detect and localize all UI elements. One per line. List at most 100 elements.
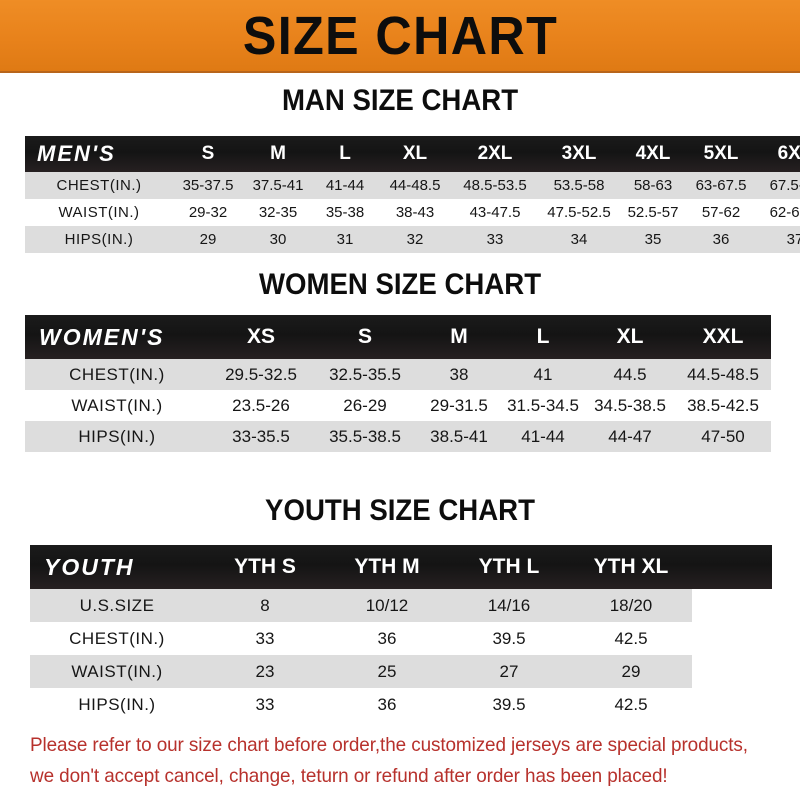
table-row: WAIST(IN.) 23.5-26 26-29 29-31.5 31.5-34… xyxy=(25,390,771,421)
youth-row-label: HIPS(IN.) xyxy=(30,688,204,721)
men-cell: 63-67.5 xyxy=(685,172,757,199)
youth-col-header: YTH S xyxy=(234,555,296,578)
men-cell: 29-32 xyxy=(173,199,243,226)
women-cell: 44.5 xyxy=(585,359,675,390)
women-row-label: WAIST(IN.) xyxy=(25,390,209,421)
youth-cell: 36 xyxy=(326,622,448,655)
women-table-header-row: WOMEN'S XS S M L XL XXL xyxy=(25,315,771,359)
men-cell: 33 xyxy=(453,226,537,253)
men-cell: 41-44 xyxy=(313,172,377,199)
youth-cell: 23 xyxy=(204,655,326,688)
youth-table-header-row: YOUTH YTH S YTH M YTH L YTH XL xyxy=(30,545,772,589)
youth-col-header: YTH L xyxy=(478,555,540,578)
women-cell: 44-47 xyxy=(585,421,675,452)
table-row: HIPS(IN.) 29 30 31 32 33 34 35 36 37 xyxy=(25,226,800,253)
youth-cell-spacer xyxy=(692,589,772,622)
youth-cell-spacer xyxy=(692,688,772,721)
women-cell: 34.5-38.5 xyxy=(585,390,675,421)
women-col-header: L xyxy=(536,325,550,348)
footer-disclaimer-line-2: we don't accept cancel, change, teturn o… xyxy=(30,765,668,787)
women-cell: 29.5-32.5 xyxy=(209,359,313,390)
men-cell: 57-62 xyxy=(685,199,757,226)
men-cell: 35 xyxy=(621,226,685,253)
youth-cell: 29 xyxy=(570,655,692,688)
table-row: CHEST(IN.) 33 36 39.5 42.5 xyxy=(30,622,772,655)
table-row: CHEST(IN.) 29.5-32.5 32.5-35.5 38 41 44.… xyxy=(25,359,771,390)
men-cell: 43-47.5 xyxy=(453,199,537,226)
youth-cell: 10/12 xyxy=(326,589,448,622)
women-cell: 41 xyxy=(501,359,585,390)
women-col-header: S xyxy=(357,325,372,348)
women-cell: 32.5-35.5 xyxy=(313,359,417,390)
men-row-label: CHEST(IN.) xyxy=(25,172,173,199)
youth-cell-spacer xyxy=(692,655,772,688)
men-col-header: 3XL xyxy=(561,143,597,164)
women-cell: 23.5-26 xyxy=(209,390,313,421)
men-cell: 52.5-57 xyxy=(621,199,685,226)
men-cell: 32-35 xyxy=(243,199,313,226)
women-row-label: CHEST(IN.) xyxy=(25,359,209,390)
men-row-label: HIPS(IN.) xyxy=(25,226,173,253)
men-cell: 62-66.5 xyxy=(757,199,800,226)
youth-cell: 39.5 xyxy=(448,688,570,721)
men-cell: 37.5-41 xyxy=(243,172,313,199)
men-table-header-row: MEN'S S M L XL 2XL 3XL 4XL 5XL 6XL xyxy=(25,136,800,172)
women-row-label: HIPS(IN.) xyxy=(25,421,209,452)
women-col-header: XS xyxy=(246,325,275,348)
footer-disclaimer: Please refer to our size chart before or… xyxy=(30,730,756,792)
men-size-table: MEN'S S M L XL 2XL 3XL 4XL 5XL 6XL CHEST… xyxy=(25,136,800,253)
section-title-women: WOMEN SIZE CHART xyxy=(258,268,542,301)
men-cell: 29 xyxy=(173,226,243,253)
men-cell: 30 xyxy=(243,226,313,253)
women-cell: 35.5-38.5 xyxy=(313,421,417,452)
youth-cell: 33 xyxy=(204,622,326,655)
youth-cell: 14/16 xyxy=(448,589,570,622)
table-row: CHEST(IN.) 35-37.5 37.5-41 41-44 44-48.5… xyxy=(25,172,800,199)
men-cell: 67.5-72 xyxy=(757,172,800,199)
women-cell: 33-35.5 xyxy=(209,421,313,452)
youth-cell: 42.5 xyxy=(570,622,692,655)
men-col-header: S xyxy=(201,143,215,164)
youth-col-header: YTH XL xyxy=(593,555,669,578)
youth-row-label: U.S.SIZE xyxy=(30,589,204,622)
youth-cell: 36 xyxy=(326,688,448,721)
youth-cell-spacer xyxy=(692,622,772,655)
men-row-label: WAIST(IN.) xyxy=(25,199,173,226)
women-cell: 29-31.5 xyxy=(417,390,501,421)
men-cell: 36 xyxy=(685,226,757,253)
youth-cell: 42.5 xyxy=(570,688,692,721)
youth-cell: 8 xyxy=(204,589,326,622)
youth-cell: 33 xyxy=(204,688,326,721)
youth-cell: 27 xyxy=(448,655,570,688)
men-cell: 37 xyxy=(757,226,800,253)
women-cell: 38 xyxy=(417,359,501,390)
page-title: SIZE CHART xyxy=(242,5,558,66)
women-cell: 47-50 xyxy=(675,421,771,452)
youth-cell: 25 xyxy=(326,655,448,688)
men-corner-label: MEN'S xyxy=(37,141,116,166)
women-size-table: WOMEN'S XS S M L XL XXL CHEST(IN.) 29.5-… xyxy=(25,315,771,452)
women-cell: 44.5-48.5 xyxy=(675,359,771,390)
youth-header-spacer xyxy=(692,545,772,589)
women-col-header: XL xyxy=(616,325,644,348)
women-cell: 38.5-42.5 xyxy=(675,390,771,421)
youth-col-header: YTH M xyxy=(354,555,420,578)
men-cell: 48.5-53.5 xyxy=(453,172,537,199)
men-col-header: 6XL xyxy=(777,143,800,164)
men-cell: 34 xyxy=(537,226,621,253)
youth-cell: 39.5 xyxy=(448,622,570,655)
men-cell: 35-37.5 xyxy=(173,172,243,199)
youth-size-table: YOUTH YTH S YTH M YTH L YTH XL U.S.SIZE … xyxy=(30,545,772,721)
women-col-header: XXL xyxy=(702,325,744,348)
men-cell: 32 xyxy=(377,226,453,253)
youth-row-label: CHEST(IN.) xyxy=(30,622,204,655)
men-cell: 44-48.5 xyxy=(377,172,453,199)
header-banner: SIZE CHART xyxy=(0,0,800,73)
women-cell: 38.5-41 xyxy=(417,421,501,452)
men-cell: 31 xyxy=(313,226,377,253)
men-col-header: L xyxy=(339,143,351,164)
women-cell: 41-44 xyxy=(501,421,585,452)
women-corner-label: WOMEN'S xyxy=(39,323,165,350)
men-col-header: XL xyxy=(402,143,428,164)
women-cell: 31.5-34.5 xyxy=(501,390,585,421)
